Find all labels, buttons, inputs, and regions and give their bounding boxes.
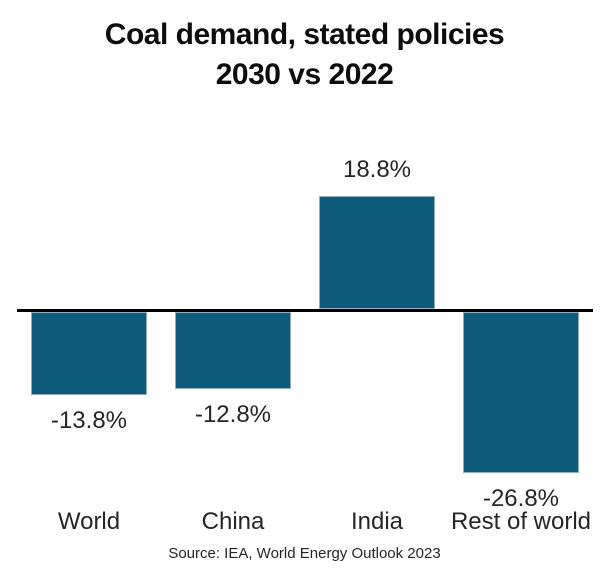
category-label-china: China (201, 508, 265, 535)
chart-title-line1: Coal demand, stated policies (104, 18, 505, 51)
category-label-world: World (57, 508, 121, 535)
value-label-rest-of-world: -26.8% (482, 485, 560, 513)
value-label-china: -12.8% (194, 401, 272, 429)
source-caption: Source: IEA, World Energy Outlook 2023 (168, 545, 441, 562)
value-label-world: -13.8% (50, 407, 128, 435)
category-label-india: India (350, 508, 404, 535)
chart-title-line2: 2030 vs 2022 (215, 58, 394, 91)
zero-axis-line (17, 309, 593, 312)
bar-rest-of-world (463, 312, 579, 474)
category-label-rest-of-world: Rest of world (450, 508, 592, 535)
bar-world (31, 312, 147, 396)
value-label-india: 18.8% (342, 155, 412, 183)
bar-china (175, 312, 291, 390)
bar-india (319, 195, 435, 309)
chart-title: Coal demand, stated policies 2030 vs 202… (0, 15, 609, 95)
